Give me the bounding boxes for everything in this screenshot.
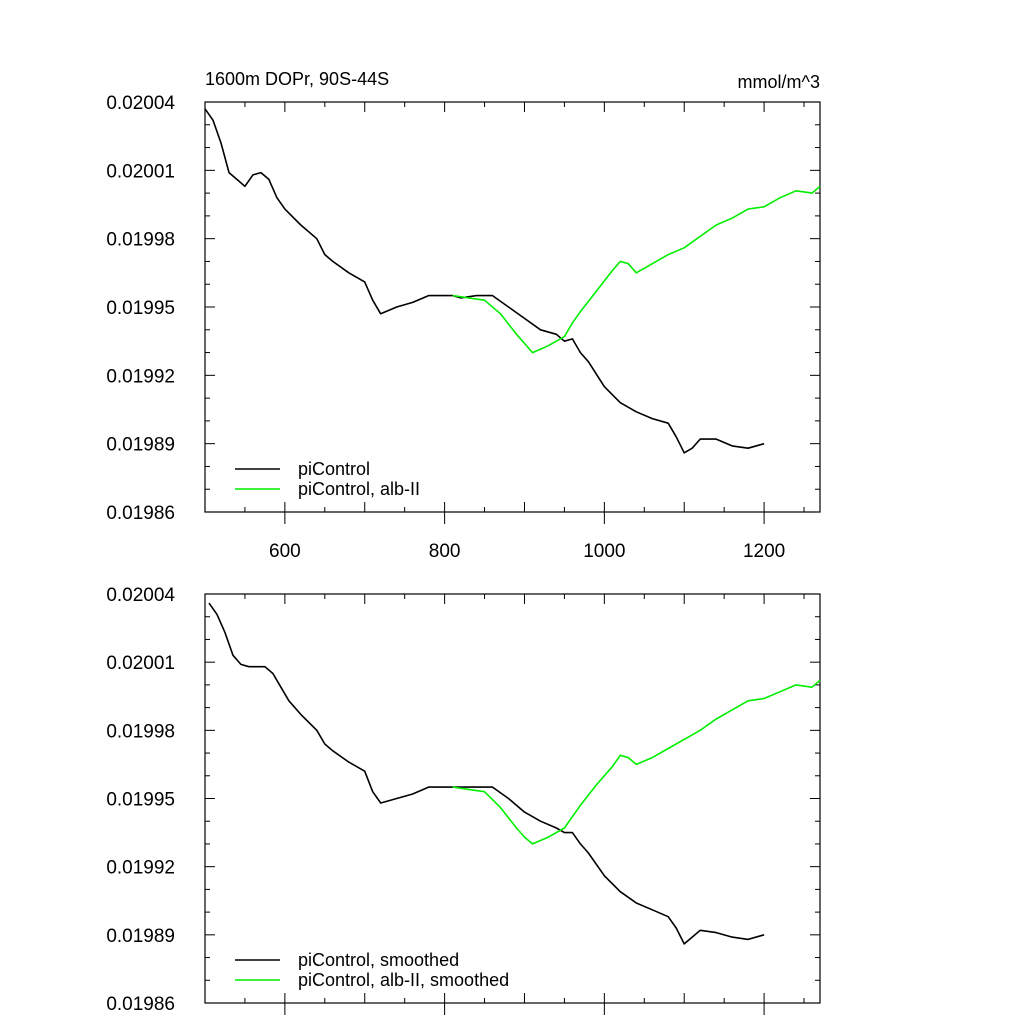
chart-panel-bottom: 0.01986 0.01989 0.01992 0.01995 0.01998 0.020… xyxy=(106,585,821,1015)
plot-frame xyxy=(204,101,821,513)
legend-label: piControl xyxy=(298,459,370,479)
y-tick-label: 0.01989 xyxy=(106,435,175,456)
x-tick-label: 800 xyxy=(429,541,461,562)
y-tick-label: 0.01998 xyxy=(106,230,175,251)
y-tick-label: 0.01998 xyxy=(106,721,175,742)
series-line-alb-ii xyxy=(452,679,821,845)
series-line-picontrol xyxy=(208,602,765,945)
y-tick-label: 0.02004 xyxy=(106,93,175,114)
y-tick-label: 0.01986 xyxy=(106,503,175,524)
y-tick-label: 0.02004 xyxy=(106,585,175,606)
y-tick-label: 0.01995 xyxy=(106,298,175,319)
legend-label: piControl, alb-II xyxy=(298,479,420,499)
series-line-alb-ii xyxy=(452,185,821,354)
y-tick-label: 0.02001 xyxy=(106,161,175,182)
legend-label: piControl, smoothed xyxy=(298,950,459,970)
series-line-picontrol xyxy=(204,108,765,454)
y-tick-label: 0.01986 xyxy=(106,994,175,1015)
y-tick-label: 0.01995 xyxy=(106,790,175,811)
chart-title: 1600m DOPr, 90S-44S xyxy=(205,69,389,89)
x-tick-label: 600 xyxy=(269,541,301,562)
plot-frame xyxy=(204,593,821,1004)
x-tick-label: 1000 xyxy=(583,541,625,562)
x-tick-label: 1200 xyxy=(743,541,785,562)
legend-label: piControl, alb-II, smoothed xyxy=(298,970,509,990)
chart-panel-top: 1600m DOPr, 90S-44S mmol/m^3 0.01986 0.01… xyxy=(106,69,821,562)
y-tick-label: 0.01992 xyxy=(106,366,175,387)
y-tick-label: 0.02001 xyxy=(106,653,175,674)
y-tick-label: 0.01989 xyxy=(106,926,175,947)
y-tick-label: 0.01992 xyxy=(106,858,175,879)
units-label: mmol/m^3 xyxy=(738,72,820,92)
